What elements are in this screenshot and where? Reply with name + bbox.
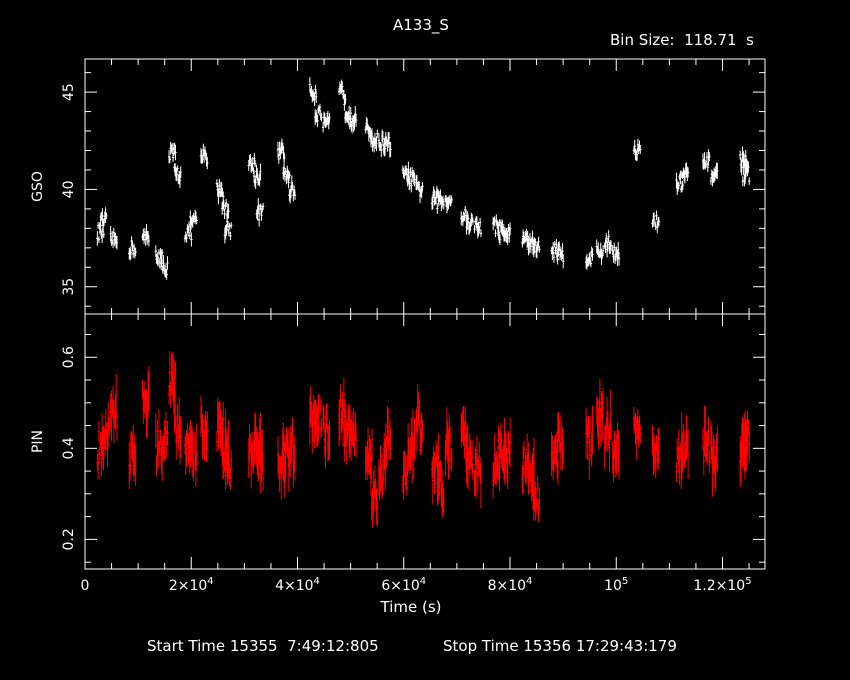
panel-frame-gso: [84, 58, 766, 315]
y-tick-label: 0.6: [61, 346, 77, 368]
bin-size-label: Bin Size: 118.71 s: [610, 31, 754, 49]
chart-title: A133_S: [393, 16, 449, 34]
start-time-label: Start Time 15355 7:49:12:805: [147, 637, 379, 655]
panel-frame-pin: [84, 313, 766, 570]
x-tick-label: 8×104: [488, 576, 533, 594]
x-tick-label: 2×104: [169, 576, 214, 594]
x-tick-label: 6×104: [381, 576, 426, 594]
y-tick-label: 35: [61, 278, 77, 296]
x-axis-label: Time (s): [380, 598, 442, 616]
y-tick-label: 40: [61, 181, 77, 199]
x-tick-label: 105: [604, 576, 628, 594]
y-tick-label: 0.4: [61, 437, 77, 459]
y-axis-label: PIN: [30, 430, 46, 453]
y-axis-label: GSO: [30, 171, 46, 202]
stop-time-label: Stop Time 15356 17:29:43:179: [443, 637, 677, 655]
x-tick-label: 0: [81, 578, 90, 594]
y-tick-label: 0.2: [61, 528, 77, 550]
y-tick-label: 45: [61, 83, 77, 101]
x-tick-label: 4×104: [275, 576, 320, 594]
x-tick-label: 1.2×105: [693, 576, 751, 594]
